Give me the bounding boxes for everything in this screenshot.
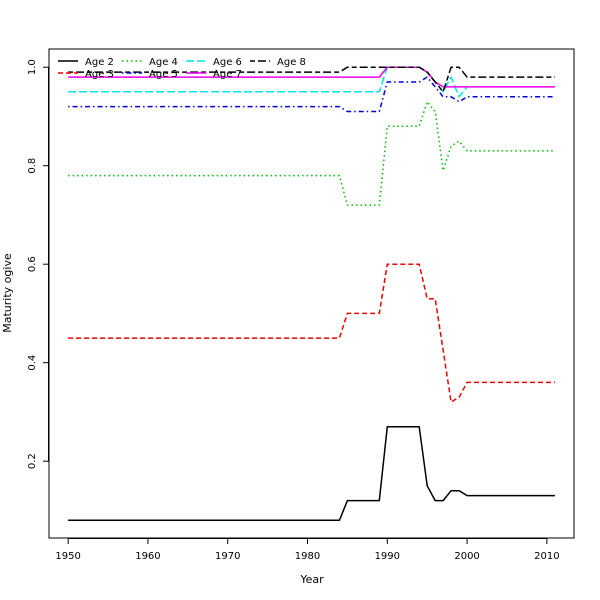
x-tick-label: 2000 bbox=[454, 551, 479, 562]
y-tick-label: 0.8 bbox=[27, 158, 38, 174]
y-axis: 0.2 0.4 0.6 0.8 1.0 bbox=[27, 59, 49, 469]
x-axis-label: Year bbox=[299, 573, 324, 586]
legend-label: Age 4 bbox=[149, 57, 178, 68]
series-line-3 bbox=[68, 263, 555, 403]
series-line-4 bbox=[68, 100, 555, 206]
x-tick-label: 2010 bbox=[534, 551, 559, 562]
legend-label: Age 7 bbox=[213, 69, 242, 80]
legend-label: Age 3 bbox=[85, 69, 114, 80]
x-axis: 1950 1960 1970 1980 1990 2000 2010 bbox=[55, 538, 560, 562]
x-tick-label: 1990 bbox=[375, 551, 400, 562]
legend-label: Age 2 bbox=[85, 57, 114, 68]
y-tick-label: 1.0 bbox=[27, 59, 38, 75]
x-tick-label: 1980 bbox=[295, 551, 320, 562]
x-tick-label: 1970 bbox=[215, 551, 240, 562]
series-line-5 bbox=[68, 76, 555, 113]
series-line-8 bbox=[68, 66, 555, 93]
y-tick-label: 0.2 bbox=[27, 453, 38, 469]
x-tick-label: 1960 bbox=[135, 551, 160, 562]
legend-label: Age 8 bbox=[277, 57, 306, 68]
y-tick-label: 0.6 bbox=[27, 256, 38, 272]
x-tick-label: 1950 bbox=[55, 551, 80, 562]
series-line-2 bbox=[68, 425, 555, 522]
y-tick-label: 0.4 bbox=[27, 355, 38, 371]
legend-label: Age 5 bbox=[149, 69, 178, 80]
legend-label: Age 6 bbox=[213, 57, 242, 68]
y-axis-label: Maturity ogive bbox=[1, 253, 14, 333]
series-lines bbox=[68, 66, 555, 522]
